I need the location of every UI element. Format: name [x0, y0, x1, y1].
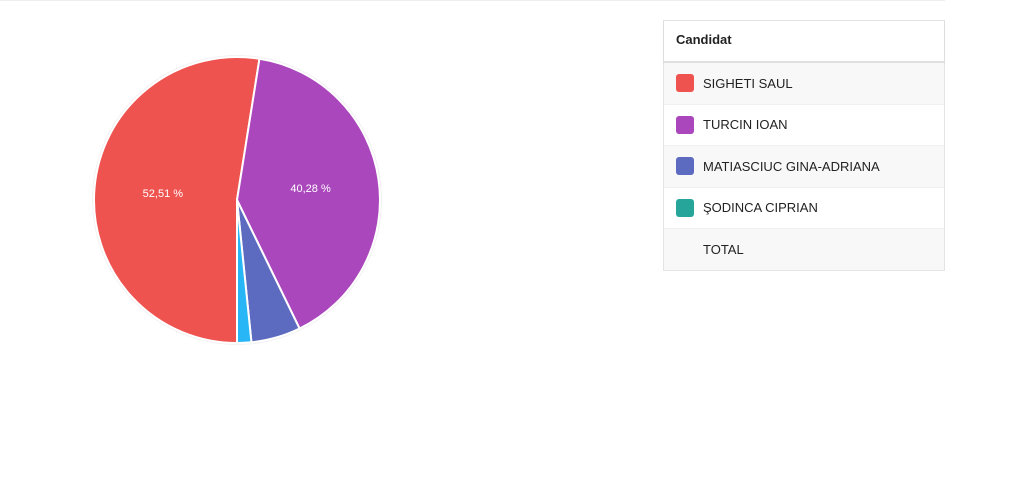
legend-label: ŞODINCA CIPRIAN — [703, 200, 818, 216]
legend-swatch — [676, 157, 694, 176]
legend-swatch — [676, 198, 694, 217]
legend-swatch — [676, 74, 694, 93]
legend-label: MATIASCIUC GINA-ADRIANA — [703, 158, 880, 174]
pie-slice — [93, 56, 261, 345]
legend-total: TOTAL — [703, 241, 744, 257]
legend-header: Candidat — [664, 21, 944, 63]
legend-total-row: TOTAL — [664, 229, 944, 270]
slice-label: 52,51 % — [143, 188, 184, 200]
pie-slice — [235, 57, 381, 330]
legend-row: MATIASCIUC GINA-ADRIANA — [664, 146, 944, 188]
legend-swatch — [676, 115, 694, 134]
slice-label: 40,28 % — [290, 183, 331, 195]
legend-row: SIGHETI SAUL — [664, 63, 944, 105]
pie-chart: 52,51 % 40,28 % — [92, 55, 382, 345]
legend-label: SIGHETI SAUL — [703, 75, 793, 91]
legend-row: ŞODINCA CIPRIAN — [664, 187, 944, 229]
top-border — [0, 0, 945, 1]
legend-label: TURCIN IOAN — [703, 117, 788, 133]
legend-table: Candidat SIGHETI SAUL TURCIN IOAN MATIASCI… — [663, 20, 945, 271]
pie-slice — [236, 199, 253, 345]
legend-row: TURCIN IOAN — [664, 104, 944, 146]
